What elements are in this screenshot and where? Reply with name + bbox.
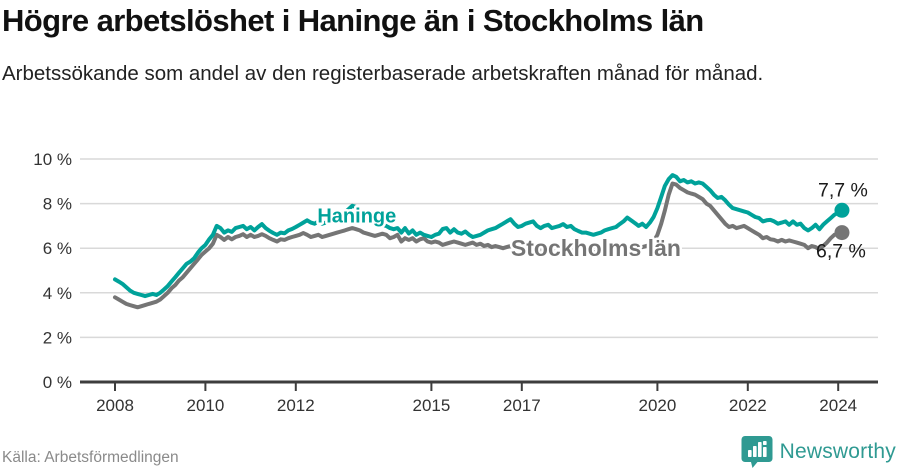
chart-subtitle: Arbetssökande som andel av den registerb… [2, 62, 764, 85]
y-axis-tick-label: 10 % [33, 150, 72, 169]
y-axis-tick-label: 0 % [43, 373, 72, 392]
x-axis-tick-label: 2020 [638, 396, 676, 415]
series-end-dot [834, 202, 850, 218]
y-axis-tick-label: 4 % [43, 284, 72, 303]
series-line-stockholms-l-n [113, 181, 844, 310]
brand-logo: Newsworthy [741, 435, 896, 469]
series-label: Stockholms län [511, 235, 681, 261]
x-axis-tick-label: 2008 [96, 396, 134, 415]
end-value-label: 6,7 % [816, 241, 866, 263]
series-line-haninge [113, 173, 844, 299]
y-axis-tick-label: 2 % [43, 328, 72, 347]
end-value-label: 7,7 % [818, 179, 868, 201]
x-axis-tick-label: 2022 [729, 396, 767, 415]
series-label: Haninge [317, 206, 396, 228]
y-axis-tick-label: 6 % [43, 239, 72, 258]
x-axis-tick-label: 2015 [412, 396, 450, 415]
brand-name: Newsworthy [779, 440, 896, 463]
series-end-dot [834, 225, 850, 241]
x-axis-tick-label: 2017 [503, 396, 541, 415]
bar-chart-speech-bubble-icon [741, 436, 773, 468]
x-axis-tick-label: 2010 [186, 396, 224, 415]
page-title: Högre arbetslöshet i Haninge än i Stockh… [2, 3, 704, 38]
x-axis-tick-label: 2024 [819, 396, 857, 415]
x-axis-tick-label: 2012 [277, 396, 315, 415]
source-note: Källa: Arbetsförmedlingen [2, 449, 179, 466]
y-axis-tick-label: 8 % [43, 195, 72, 214]
